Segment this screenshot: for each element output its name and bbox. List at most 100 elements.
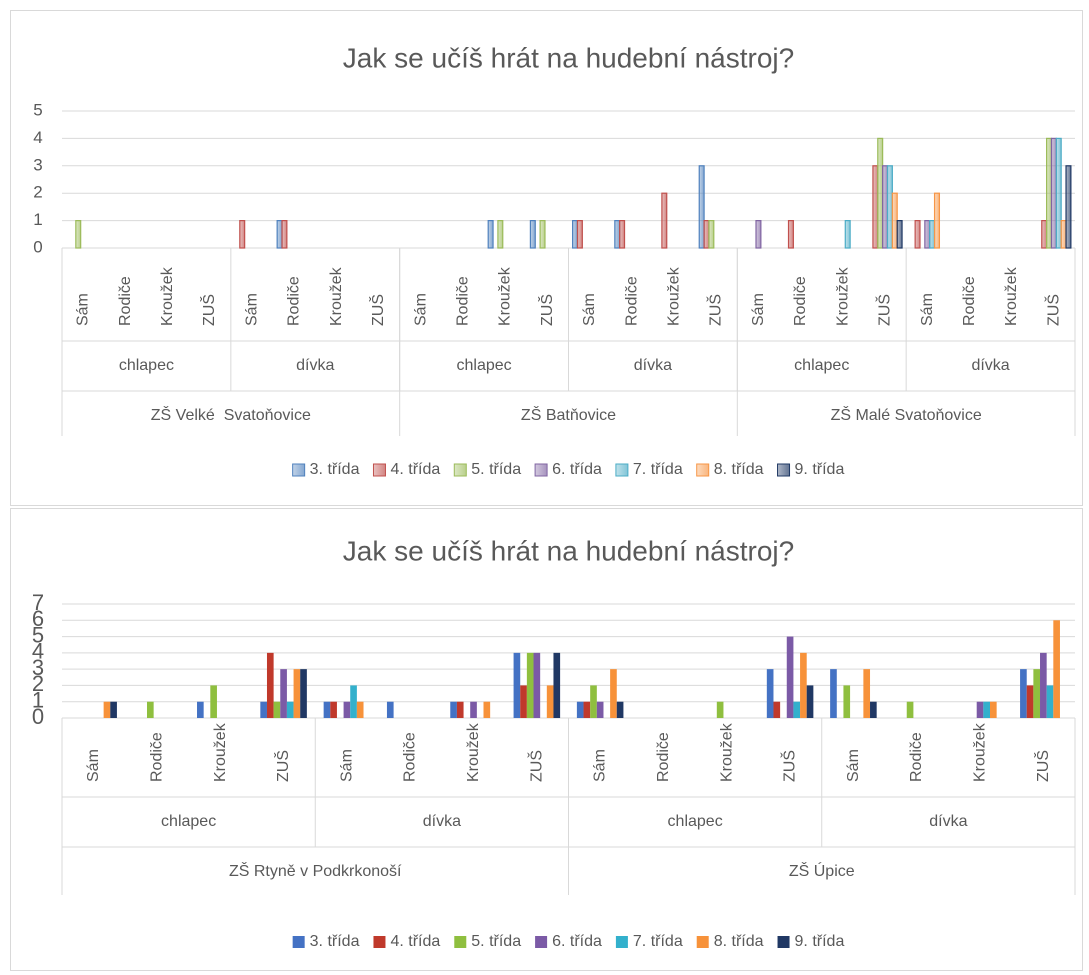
bar bbox=[877, 137, 884, 249]
x-tick-label: Sám bbox=[85, 749, 102, 782]
bar bbox=[280, 669, 287, 718]
gender-label: dívka bbox=[929, 813, 967, 830]
gender-label: chlapec bbox=[457, 357, 512, 374]
x-tick-label: Kroužek bbox=[465, 722, 482, 782]
legend-label: 6. třída bbox=[552, 461, 602, 478]
x-tick-label: ZUŠ bbox=[273, 750, 292, 782]
bar bbox=[933, 192, 941, 249]
x-tick-label: Sám bbox=[338, 749, 355, 782]
x-tick-label: Kroužek bbox=[1003, 266, 1020, 326]
x-tick-label: Rodiče bbox=[148, 732, 165, 782]
bar bbox=[513, 652, 521, 718]
x-tick-label: Kroužek bbox=[834, 266, 851, 326]
bar bbox=[146, 701, 154, 718]
x-tick-label: Sám bbox=[581, 293, 598, 326]
bar bbox=[610, 669, 617, 718]
bar bbox=[661, 192, 668, 249]
x-tick-label: Rodiče bbox=[454, 276, 471, 326]
legend-label: 8. třída bbox=[714, 933, 764, 950]
x-tick-label: Rodiče bbox=[402, 732, 419, 782]
bar bbox=[75, 220, 82, 249]
bar bbox=[276, 220, 283, 249]
legend-swatch bbox=[454, 936, 467, 948]
bar bbox=[1041, 220, 1048, 249]
legend-label: 6. třída bbox=[552, 933, 602, 950]
legend-label: 9. třída bbox=[795, 461, 845, 478]
legend-swatch bbox=[373, 936, 386, 948]
chart-frame bbox=[10, 508, 1083, 971]
bar bbox=[766, 669, 774, 718]
bar bbox=[553, 652, 561, 718]
bar bbox=[520, 685, 527, 718]
school-label: ZŠ Malé Svatoňovice bbox=[831, 405, 982, 424]
gender-label: dívka bbox=[423, 813, 461, 830]
legend-swatch bbox=[777, 936, 790, 948]
bar bbox=[576, 701, 584, 718]
x-tick-label: Sám bbox=[75, 293, 92, 326]
y-tick-label: 3 bbox=[33, 155, 42, 174]
legend-label: 7. třída bbox=[633, 461, 683, 478]
school-label: ZŠ Batňovice bbox=[521, 405, 616, 424]
bar bbox=[323, 701, 331, 718]
legend-label: 5. třída bbox=[471, 933, 521, 950]
bar bbox=[1026, 685, 1034, 718]
x-tick-label: ZUŠ bbox=[368, 294, 387, 326]
bar bbox=[1033, 669, 1041, 718]
bar bbox=[914, 220, 921, 249]
bar bbox=[300, 669, 307, 718]
x-tick-label: Kroužek bbox=[328, 266, 345, 326]
bar bbox=[386, 701, 394, 718]
bar bbox=[483, 701, 491, 718]
bar bbox=[616, 701, 624, 718]
legend: 3. třída 4. třída 5. třída 6. třída 7. třída… bbox=[292, 461, 845, 478]
bar bbox=[286, 701, 294, 718]
x-tick-label: Rodiče bbox=[908, 732, 925, 782]
school-label: ZŠ Rtyně v Podkrkonoší bbox=[229, 861, 402, 880]
bar bbox=[983, 701, 991, 718]
x-tick-label: ZUŠ bbox=[780, 750, 799, 782]
x-tick-label: Kroužek bbox=[159, 266, 176, 326]
bar bbox=[990, 701, 997, 718]
bar bbox=[929, 220, 936, 249]
bar bbox=[1060, 220, 1067, 249]
chart: Jak se učíš hrát na hudební nástroj? 0 1 2 3… bbox=[10, 10, 1083, 506]
bar bbox=[110, 701, 117, 718]
y-tick-label: 2 bbox=[33, 183, 42, 202]
school-label: ZŠ Velké Svatoňovice bbox=[151, 405, 311, 424]
bar bbox=[526, 652, 534, 718]
bar bbox=[1053, 620, 1060, 718]
bar bbox=[716, 701, 724, 718]
legend-swatch bbox=[777, 463, 791, 477]
bar bbox=[450, 701, 457, 718]
x-tick-label: Sám bbox=[919, 293, 936, 326]
bar bbox=[703, 220, 710, 249]
gender-label: dívka bbox=[634, 357, 672, 374]
gender-label: chlapec bbox=[668, 813, 723, 830]
gender-label: chlapec bbox=[119, 357, 174, 374]
bar bbox=[1040, 652, 1047, 718]
bar bbox=[239, 220, 246, 249]
legend-label: 8. třída bbox=[714, 461, 764, 478]
bar bbox=[896, 220, 903, 249]
bar bbox=[614, 220, 621, 249]
bar bbox=[497, 220, 504, 249]
y-tick-label: 1 bbox=[32, 688, 44, 713]
bar bbox=[576, 220, 583, 249]
legend-label: 4. třída bbox=[390, 933, 440, 950]
legend-swatch bbox=[292, 463, 306, 477]
bar bbox=[773, 701, 781, 718]
y-tick-label: 5 bbox=[33, 100, 42, 119]
bar bbox=[281, 220, 288, 249]
bar bbox=[539, 220, 546, 249]
y-tick-label: 6 bbox=[32, 606, 44, 631]
bar bbox=[844, 220, 851, 249]
bar bbox=[882, 165, 889, 249]
legend-swatch bbox=[453, 463, 467, 477]
x-tick-label: Rodiče bbox=[792, 276, 809, 326]
x-tick-label: Rodiče bbox=[623, 276, 640, 326]
x-tick-label: Rodiče bbox=[286, 276, 303, 326]
bar bbox=[787, 220, 794, 249]
legend-label: 4. třída bbox=[390, 461, 440, 478]
bar bbox=[800, 652, 807, 718]
